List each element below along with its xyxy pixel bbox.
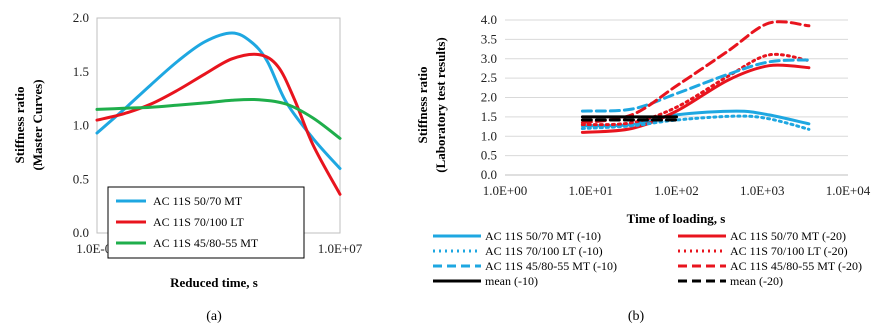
x-tick-label: 1.0E+02 bbox=[654, 183, 699, 198]
y-tick-label: 2.0 bbox=[73, 10, 89, 25]
series-line bbox=[580, 114, 811, 131]
chart-panel-a: Stiffness ratio (Master Curves) Reduced … bbox=[12, 10, 363, 324]
y-tick-label: 1.0 bbox=[73, 118, 89, 133]
series-line bbox=[95, 31, 342, 170]
y-tick-label: 2.0 bbox=[481, 90, 497, 105]
y-tick-label: 1.5 bbox=[481, 109, 497, 124]
series-line bbox=[580, 20, 811, 125]
legend-label: AC 11S 50/70 MT (-20) bbox=[730, 229, 846, 243]
y-tick-label: 3.5 bbox=[481, 31, 497, 46]
legend-label: AC 11S 70/100 LT (-20) bbox=[730, 244, 848, 258]
x-tick-label: 1.0E+07 bbox=[318, 241, 363, 256]
x-tick-label: 1.0E+00 bbox=[483, 183, 528, 198]
series-line bbox=[580, 63, 811, 134]
legend-label: AC 11S 50/70 MT (-10) bbox=[485, 229, 601, 243]
y-axis-label-line1: Stiffness ratio bbox=[12, 87, 27, 164]
y-tick-label: 0.0 bbox=[73, 225, 89, 240]
legend-label: AC 11S 45/80-55 MT (-20) bbox=[730, 259, 862, 273]
legend-label: AC 11S 70/100 LT (-10) bbox=[485, 244, 603, 258]
x-tick-label: 1.0E+04 bbox=[826, 183, 871, 198]
panel-caption-a: (a) bbox=[206, 309, 222, 324]
x-tick-label: 1.0E-02 bbox=[76, 241, 118, 256]
series-line bbox=[580, 109, 811, 128]
y-axis-label-line2: (Laboratory test results) bbox=[433, 37, 448, 173]
y-axis-label-line1: Stiffness ratio bbox=[415, 67, 430, 144]
legend-label: AC 11S 45/80-55 MT bbox=[153, 236, 259, 250]
x-axis-label-b: Time of loading, s bbox=[627, 211, 726, 226]
legend-label: mean (-10) bbox=[485, 274, 538, 288]
x-tick-label: 1.0E+03 bbox=[740, 183, 785, 198]
x-tick-label: 1.0E+01 bbox=[568, 183, 613, 198]
series-line bbox=[95, 97, 342, 140]
y-tick-label: 1.0 bbox=[481, 128, 497, 143]
y-axis-label-line2: (Master Curves) bbox=[30, 79, 45, 170]
y-tick-label: 4.0 bbox=[481, 12, 497, 27]
series-line bbox=[580, 52, 811, 127]
y-tick-label: 3.0 bbox=[481, 51, 497, 66]
legend-label: AC 11S 70/100 LT bbox=[153, 215, 244, 229]
series-line bbox=[95, 52, 342, 196]
legend-label: AC 11S 50/70 MT bbox=[153, 194, 243, 208]
y-tick-label: 0.0 bbox=[481, 167, 497, 182]
y-tick-label: 1.5 bbox=[73, 64, 89, 79]
y-tick-label: 0.5 bbox=[481, 148, 497, 163]
panel-caption-b: (b) bbox=[628, 309, 645, 324]
y-tick-label: 0.5 bbox=[73, 171, 89, 186]
series-line bbox=[580, 58, 811, 113]
chart-panel-b: Stiffness ratio (Laboratory test results… bbox=[415, 12, 871, 324]
legend-label: AC 11S 45/80-55 MT (-10) bbox=[485, 259, 617, 273]
y-axis-label-a: Stiffness ratio (Master Curves) bbox=[12, 79, 45, 170]
y-tick-label: 2.5 bbox=[481, 70, 497, 85]
x-axis-label-a: Reduced time, s bbox=[170, 275, 258, 290]
y-axis-label-b: Stiffness ratio (Laboratory test results… bbox=[415, 37, 448, 173]
legend-label: mean (-20) bbox=[730, 274, 783, 288]
